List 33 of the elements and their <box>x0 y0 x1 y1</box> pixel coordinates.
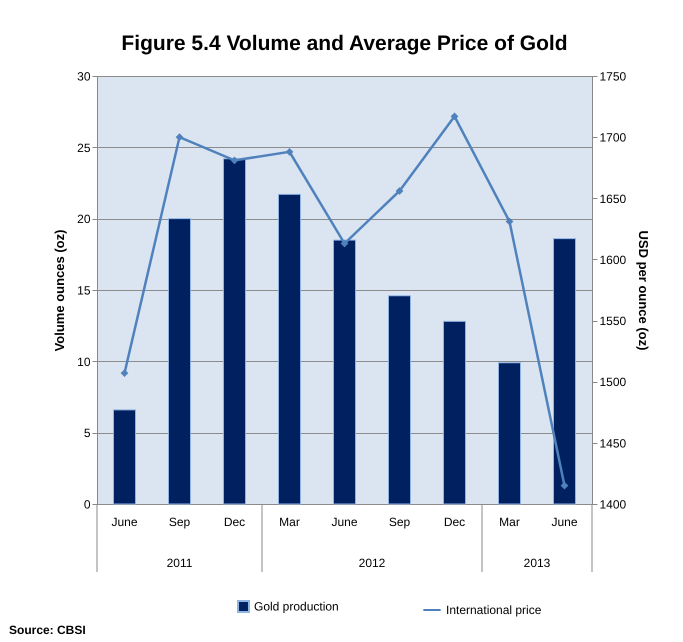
x-tick-label: Sep <box>388 515 410 529</box>
y2-tick-label: 1550 <box>600 314 627 328</box>
y-axis-title: Volume ounces (oz) <box>52 230 68 352</box>
y2-tick-label: 1400 <box>600 498 627 512</box>
text: 2011 <box>166 556 193 570</box>
y-tick-label: 0 <box>84 498 91 512</box>
y2-tick-label: 1600 <box>600 252 627 267</box>
y-tick-label: 5 <box>84 426 91 440</box>
y-tick-label: 20 <box>77 212 91 226</box>
text: 2013 <box>524 556 551 570</box>
x-tick-label: June <box>551 515 578 529</box>
y2-tick-label: 1700 <box>600 130 627 145</box>
y2-tick-label: 1650 <box>600 192 627 206</box>
y-tick-label: 10 <box>77 354 91 369</box>
y2-axis-title: USD per ounce (oz) <box>636 230 652 350</box>
x-tick-label: Dec <box>444 515 466 529</box>
x-tick-label: Sep <box>168 515 190 529</box>
y-tick-label: 25 <box>77 140 91 155</box>
x-tick-label: June <box>111 515 138 529</box>
legend-label: Gold production <box>254 600 339 614</box>
y-tick-label: 30 <box>77 70 91 84</box>
source-note: Source: CBSI <box>9 623 86 637</box>
y2-tick-label: 1450 <box>600 436 627 450</box>
y2-tick-label: 1750 <box>600 70 627 84</box>
x-tick-label: Dec <box>224 515 246 529</box>
chart-title: Figure 5.4 Volume and Average Price of Gold <box>121 32 568 55</box>
x-tick-label: Mar <box>279 515 300 529</box>
text: 2012 <box>358 556 386 570</box>
y2-tick-label: 1500 <box>600 375 627 390</box>
x-tick-label: June <box>331 515 358 529</box>
legend-label: International price <box>446 603 542 617</box>
y-tick-label: 15 <box>77 284 91 298</box>
x-tick-label: Mar <box>499 515 520 529</box>
